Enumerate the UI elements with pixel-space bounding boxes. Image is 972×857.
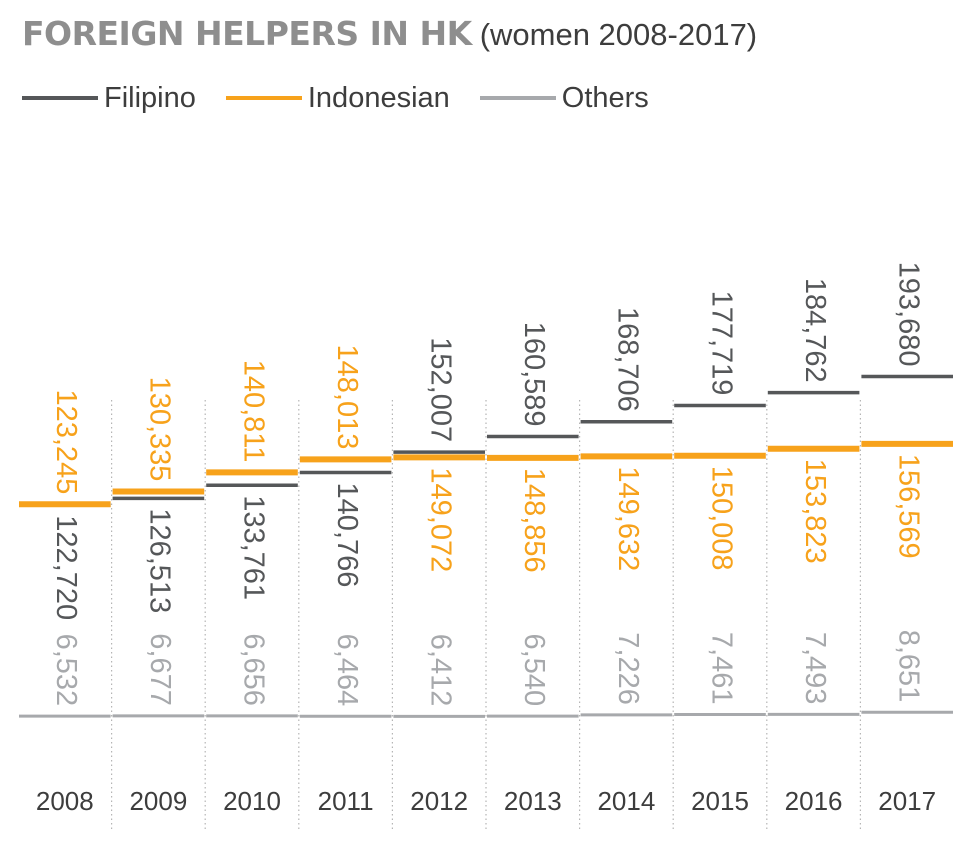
indonesian-data-label: 149,632	[612, 466, 644, 571]
legend-item-others: Others	[479, 81, 649, 115]
others-data-label: 6,532	[50, 634, 82, 707]
filipino-data-label: 177,719	[705, 291, 737, 396]
legend-swatch-others	[479, 96, 556, 100]
legend-item-filipino: Filipino	[22, 82, 196, 115]
filipino-data-label: 122,720	[50, 515, 82, 620]
others-data-label: 6,656	[237, 633, 269, 706]
filipino-data-label: 168,706	[612, 307, 644, 412]
others-data-label: 6,412	[425, 634, 457, 707]
legend-label-indonesian: Indonesian	[307, 81, 450, 114]
filipino-data-label: 184,762	[799, 278, 831, 383]
x-tick-label: 2008	[36, 786, 94, 816]
x-tick-label: 2013	[504, 786, 562, 816]
indonesian-data-label: 149,072	[425, 467, 457, 572]
others-data-label: 7,461	[705, 632, 737, 705]
filipino-data-label: 140,766	[331, 483, 363, 588]
x-tick-label: 2016	[785, 786, 843, 816]
legend-swatch-indonesian	[225, 96, 302, 100]
indonesian-data-label: 156,569	[893, 454, 925, 559]
others-data-label: 6,464	[331, 634, 363, 707]
x-tick-label: 2011	[318, 786, 374, 816]
indonesian-data-label: 148,013	[331, 345, 363, 450]
x-tick-label: 2015	[691, 786, 749, 816]
others-data-label: 6,540	[518, 634, 550, 707]
others-data-label: 6,677	[144, 633, 176, 706]
legend-item-indonesian: Indonesian	[225, 81, 450, 115]
chart-title: FOREIGN HELPERS IN HK	[22, 14, 472, 53]
indonesian-data-label: 130,335	[144, 377, 176, 482]
filipino-data-label: 193,680	[893, 262, 925, 367]
legend-label-filipino: Filipino	[104, 81, 196, 114]
indonesian-data-label: 148,856	[518, 468, 550, 573]
indonesian-data-label: 123,245	[50, 389, 82, 494]
others-data-label: 7,226	[612, 632, 644, 705]
filipino-data-label: 133,761	[237, 495, 269, 600]
chart-title-block: FOREIGN HELPERS IN HK (women 2008-2017)	[22, 14, 757, 53]
chart-subtitle: (women 2008-2017)	[479, 17, 758, 52]
filipino-data-label: 160,589	[518, 322, 550, 427]
x-tick-label: 2012	[410, 786, 468, 816]
indonesian-data-label: 150,008	[705, 466, 737, 571]
x-tick-label: 2010	[223, 786, 281, 816]
x-tick-label: 2017	[878, 786, 936, 816]
x-tick-label: 2009	[129, 786, 187, 816]
others-data-label: 7,493	[799, 632, 831, 705]
legend: Filipino Indonesian Others	[22, 80, 679, 116]
legend-swatch-filipino	[22, 96, 98, 100]
filipino-data-label: 152,007	[425, 337, 457, 442]
others-data-label: 8,651	[893, 630, 925, 703]
indonesian-data-label: 140,811	[237, 360, 269, 463]
x-tick-label: 2014	[597, 786, 655, 816]
indonesian-data-label: 153,823	[799, 459, 831, 564]
filipino-data-label: 126,513	[144, 508, 176, 613]
legend-label-others: Others	[561, 81, 649, 114]
